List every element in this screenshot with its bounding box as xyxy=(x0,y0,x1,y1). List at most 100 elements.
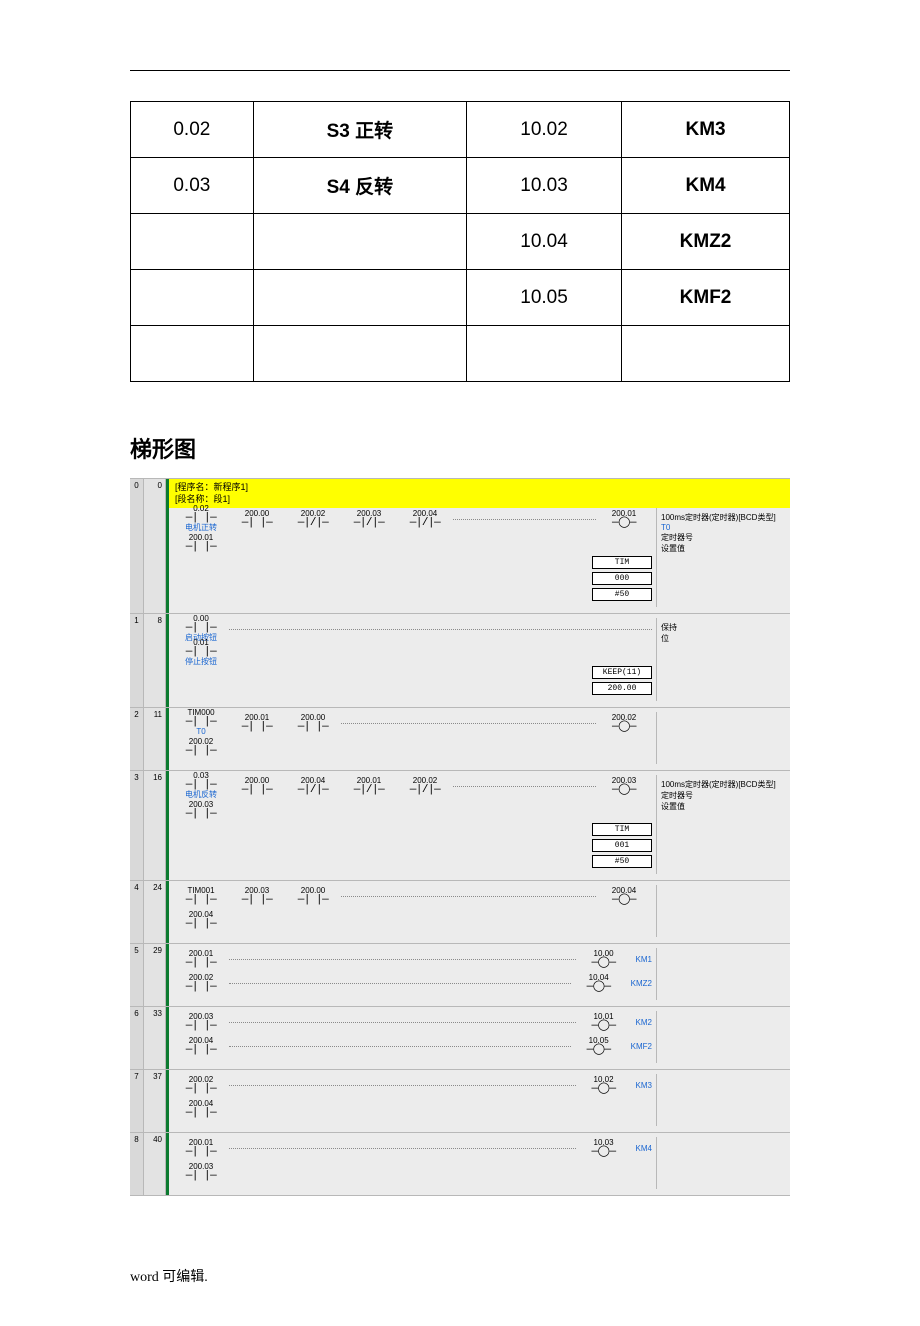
wire xyxy=(229,983,571,984)
rung-comment-column: 100ms定时器(定时器)[BCD类型]T0定时器号设置值 xyxy=(656,508,786,607)
rung-index: 0 xyxy=(130,479,144,613)
coil-label: KM3 xyxy=(636,1081,652,1090)
contact-no: 200.02—| |— xyxy=(173,974,229,993)
contact-nc: 200.02—|/|— xyxy=(397,777,453,796)
instruction-block: TIM 001 #50 xyxy=(592,823,652,868)
contact-no: 200.01—| |— xyxy=(229,714,285,733)
ladder-rung: 737200.02—| |—10.02—◯—KM3200.04—| |— xyxy=(130,1069,790,1132)
rung-body: 0.00—| |—启动按钮0.01—| |—停止按钮KEEP(11)200.00… xyxy=(169,614,790,707)
contact-nc: 200.02—|/|— xyxy=(285,510,341,529)
contact-no: 200.01—| |— xyxy=(173,534,229,553)
instruction-box: #50 xyxy=(592,588,652,601)
contact-no: 200.02—| |— xyxy=(173,738,229,757)
instruction-box: 001 xyxy=(592,839,652,852)
rung-comment: 保持 xyxy=(661,622,782,633)
rung-body: 0.03—| |—电机反转200.00—| |—200.04—|/|—200.0… xyxy=(169,771,790,880)
rung-step: 40 xyxy=(144,1133,166,1195)
contact-no: 200.04—| |— xyxy=(173,1037,229,1056)
contact-no: 200.02—| |— xyxy=(173,1076,229,1095)
coil: 200.04—◯— xyxy=(596,887,652,906)
contact-no: 200.01—| |— xyxy=(173,950,229,969)
rung-comment: T0 xyxy=(661,523,782,532)
rung-body: [程序名：新程序1][段名称：段1]0.02—| |—电机正转200.00—| … xyxy=(169,479,790,613)
wire xyxy=(229,1022,576,1023)
coil: 10.01—◯— xyxy=(576,1013,632,1032)
rung-comment-column xyxy=(656,948,786,1000)
instruction-box: 000 xyxy=(592,572,652,585)
rung-index: 8 xyxy=(130,1133,144,1195)
contact-no: 200.03—| |— xyxy=(173,1163,229,1182)
ladder-rung: 3160.03—| |—电机反转200.00—| |—200.04—|/|—20… xyxy=(130,770,790,880)
instruction-box: TIM xyxy=(592,823,652,836)
table-row xyxy=(131,326,790,382)
page: 0.02S3 正转10.02KM30.03S4 反转10.03KM410.04K… xyxy=(0,0,920,1326)
contact-nc: 200.03—|/|— xyxy=(341,510,397,529)
table-cell xyxy=(253,270,466,326)
contact-no: TIM000—| |—T0 xyxy=(173,709,229,737)
coil: 200.03—◯— xyxy=(596,777,652,796)
rung-index: 6 xyxy=(130,1007,144,1069)
table-cell xyxy=(131,326,254,382)
table-cell: KM4 xyxy=(622,158,790,214)
table-cell: KMZ2 xyxy=(622,214,790,270)
wire xyxy=(341,896,596,897)
rung-comment: 设置值 xyxy=(661,543,782,554)
rung-comment: 100ms定时器(定时器)[BCD类型] xyxy=(661,512,782,523)
wire xyxy=(229,959,576,960)
wire xyxy=(341,723,596,724)
ladder-rung: 633200.03—| |—10.01—◯—KM2200.04—| |—10.0… xyxy=(130,1006,790,1069)
rung-index: 3 xyxy=(130,771,144,880)
rung-index: 7 xyxy=(130,1070,144,1132)
table-cell: KMF2 xyxy=(622,270,790,326)
contact-no: 200.00—| |— xyxy=(285,714,341,733)
rung-body: TIM000—| |—T0200.01—| |—200.00—| |— 200.0… xyxy=(169,708,790,770)
contact-nc: 200.04—|/|— xyxy=(397,510,453,529)
rung-comment-column xyxy=(656,1011,786,1063)
coil-label: KM1 xyxy=(636,955,652,964)
rung-comment: 100ms定时器(定时器)[BCD类型] xyxy=(661,779,782,790)
table-cell: S4 反转 xyxy=(253,158,466,214)
table-row: 0.02S3 正转10.02KM3 xyxy=(131,102,790,158)
rung-index: 1 xyxy=(130,614,144,707)
coil-label: KM2 xyxy=(636,1018,652,1027)
table-cell: 10.05 xyxy=(466,270,621,326)
wire xyxy=(229,1148,576,1149)
table-cell: KM3 xyxy=(622,102,790,158)
table-cell: 10.04 xyxy=(466,214,621,270)
rung-body: 200.01—| |—10.03—◯—KM4200.03—| |— xyxy=(169,1133,790,1195)
contact-no: 200.00—| |— xyxy=(229,777,285,796)
instruction-box: #50 xyxy=(592,855,652,868)
rung-comment: 位 xyxy=(661,633,782,644)
rung-comment-column: 保持位 xyxy=(656,618,786,701)
contact-no: 200.00—| |— xyxy=(229,510,285,529)
rung-step: 29 xyxy=(144,944,166,1006)
footer-text: word 可编辑. xyxy=(130,1266,790,1286)
coil-label: KMF2 xyxy=(631,1042,652,1051)
contact-no: 0.01—| |—停止按钮 xyxy=(173,639,229,667)
contact-no: 200.01—| |— xyxy=(173,1139,229,1158)
ladder-rung: 840200.01—| |—10.03—◯—KM4200.03—| |— xyxy=(130,1132,790,1196)
instruction-block: KEEP(11)200.00 xyxy=(592,666,652,695)
rung-comment-column xyxy=(656,712,786,764)
io-table: 0.02S3 正转10.02KM30.03S4 反转10.03KM410.04K… xyxy=(130,101,790,382)
program-header: [程序名：新程序1][段名称：段1] xyxy=(169,479,790,508)
rung-comment-column xyxy=(656,1137,786,1189)
ladder-rung: 424TIM001—| |—200.03—| |—200.00—| |—200.… xyxy=(130,880,790,943)
rung-comment-column xyxy=(656,1074,786,1126)
contact-nc: 200.04—|/|— xyxy=(285,777,341,796)
rung-comment-column xyxy=(656,885,786,937)
rung-step: 16 xyxy=(144,771,166,880)
contact-no: 0.02—| |—电机正转 xyxy=(173,505,229,533)
instruction-block: TIM000#50 xyxy=(592,556,652,601)
wire xyxy=(229,1085,576,1086)
table-row: 10.05KMF2 xyxy=(131,270,790,326)
ladder-rung: 211TIM000—| |—T0200.01—| |—200.00—| |—20… xyxy=(130,707,790,770)
rung-body: 200.01—| |—10.00—◯—KM1200.02—| |—10.04—◯… xyxy=(169,944,790,1006)
instruction-box: 200.00 xyxy=(592,682,652,695)
top-rule xyxy=(130,70,790,71)
contact-no: 200.00—| |— xyxy=(285,887,341,906)
wire xyxy=(229,1046,571,1047)
wire xyxy=(229,629,652,630)
rung-index: 4 xyxy=(130,881,144,943)
ladder-rung: 529200.01—| |—10.00—◯—KM1200.02—| |—10.0… xyxy=(130,943,790,1006)
